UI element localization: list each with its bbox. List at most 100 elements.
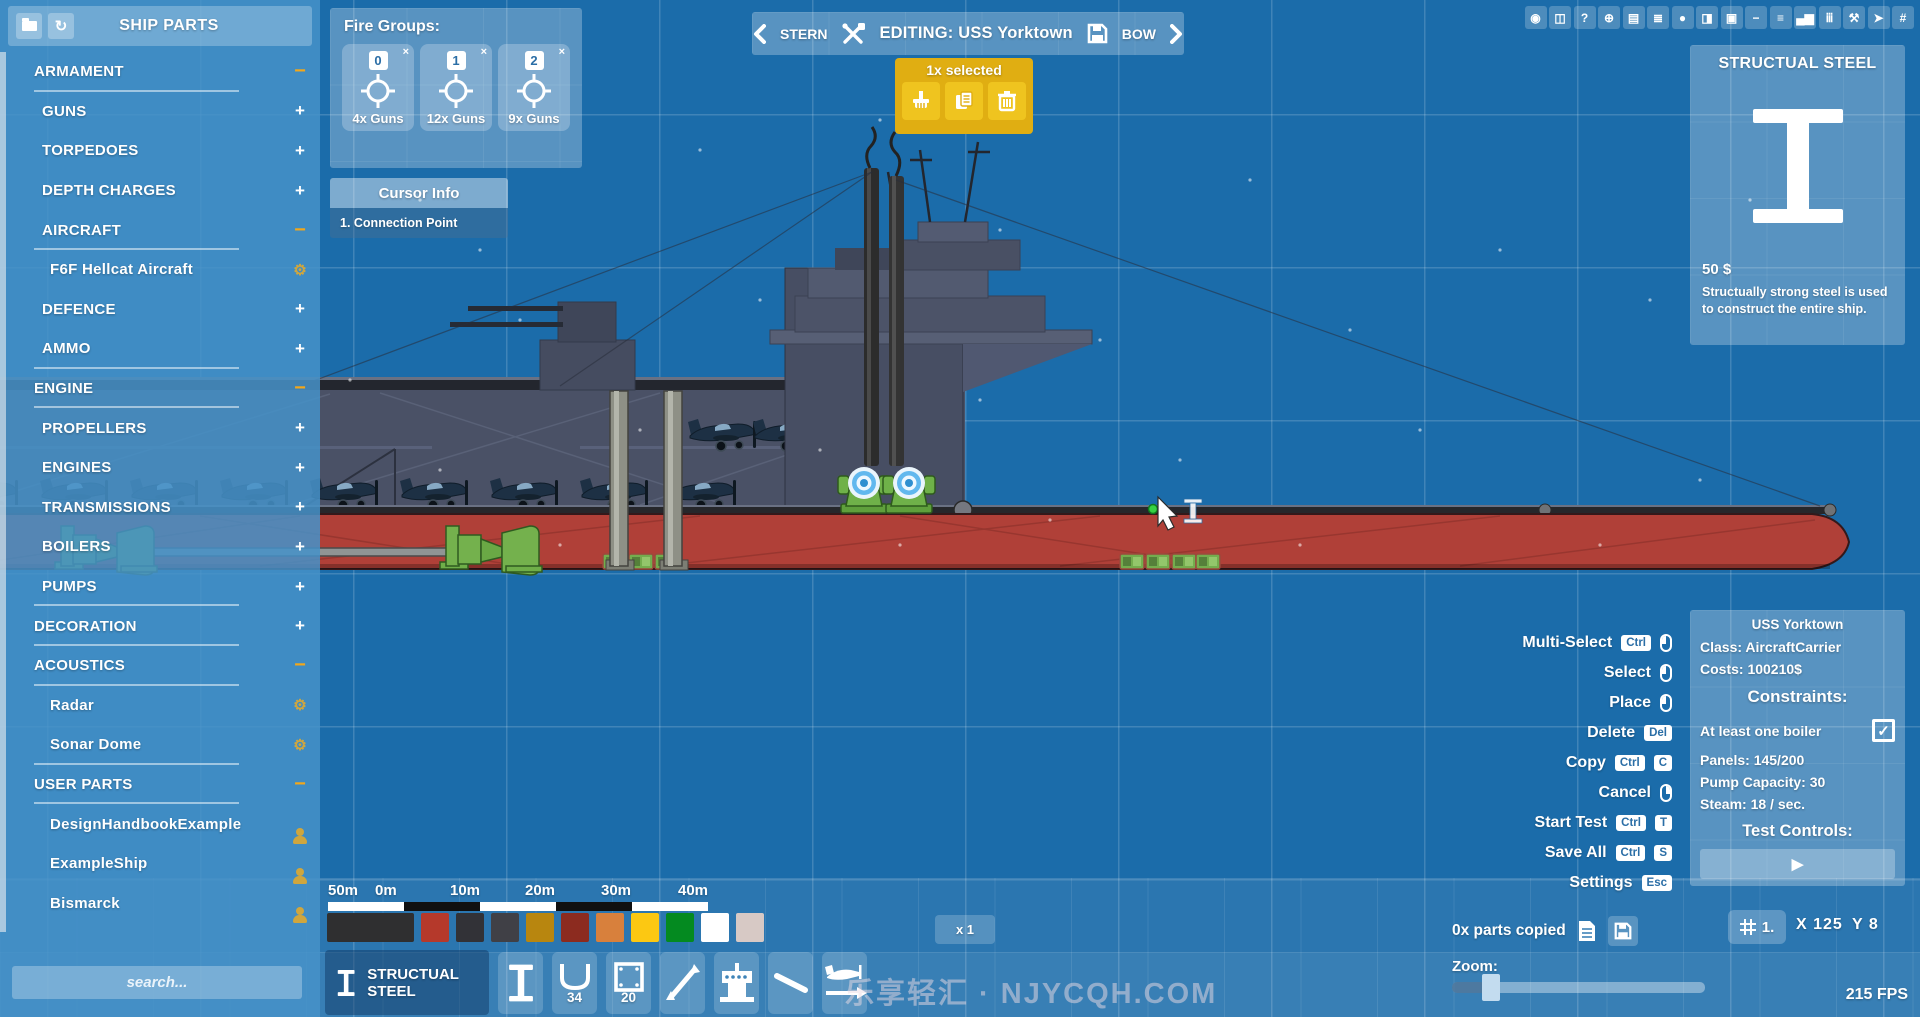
parts-list-item-icon[interactable] — [280, 773, 320, 796]
paint-selection-button[interactable] — [902, 82, 940, 120]
save-icon[interactable] — [1087, 23, 1108, 44]
toolbar-button[interactable]: ⅲ — [1818, 6, 1841, 29]
sidebar-scrollbar[interactable] — [0, 52, 6, 932]
red[interactable] — [421, 913, 449, 942]
charcoal-selected[interactable] — [327, 913, 414, 942]
parts-list-item-icon[interactable] — [280, 141, 320, 161]
parts-list-item[interactable]: ENGINE — [0, 369, 320, 409]
bow-button[interactable]: BOW — [1121, 25, 1157, 42]
parts-list-item[interactable]: AMMO — [0, 329, 320, 369]
toolbar-button[interactable]: ▣ — [1720, 6, 1743, 29]
part-button-aircraft[interactable] — [822, 951, 867, 1014]
yellow[interactable] — [631, 913, 659, 942]
parts-list-item[interactable]: F6F Hellcat Aircraft — [0, 250, 320, 290]
fire-group-card[interactable]: × 0 4x Guns — [342, 44, 414, 131]
constraint-checkbox[interactable]: ✓ — [1872, 719, 1895, 742]
parts-list-item[interactable]: DECORATION — [0, 606, 320, 646]
parts-list-item[interactable]: BOILERS — [0, 527, 320, 567]
parts-list-item[interactable]: ARMAMENT — [0, 52, 320, 92]
remove-group-icon[interactable]: × — [480, 46, 487, 58]
parts-list-item-icon[interactable] — [280, 260, 320, 280]
parts-list-item-icon[interactable] — [280, 458, 320, 478]
toolbar-button[interactable]: ◉ — [1524, 6, 1547, 29]
parts-list-item-icon[interactable] — [280, 577, 320, 597]
toolbar-button[interactable]: ⊕ — [1598, 6, 1620, 29]
toolbar-button[interactable]: ≣ — [1647, 6, 1669, 29]
open-folder-button[interactable] — [16, 13, 42, 39]
parts-list-item-icon[interactable] — [280, 60, 320, 83]
part-button-u-channel[interactable]: 34 — [552, 951, 597, 1014]
toolbar-button[interactable]: # — [1892, 6, 1914, 29]
parts-list-item[interactable]: DEPTH CHARGES — [0, 171, 320, 211]
toolbar-button[interactable]: ≡ — [1769, 6, 1792, 29]
gray[interactable] — [491, 913, 519, 942]
toolbar-button[interactable]: ◫ — [1549, 6, 1571, 29]
zoom-slider-handle[interactable] — [1482, 974, 1500, 1001]
parts-list-item-icon[interactable] — [280, 418, 320, 438]
grid-snap-indicator[interactable]: 1. — [1728, 910, 1786, 944]
parts-list-item-icon[interactable] — [280, 219, 320, 242]
green[interactable] — [666, 913, 694, 942]
toolbar-button[interactable]: ▤ — [1622, 6, 1645, 29]
delete-selection-button[interactable] — [988, 82, 1026, 120]
toolbar-button[interactable]: − — [1745, 6, 1767, 29]
parts-list-item-icon[interactable] — [280, 537, 320, 557]
parts-list-item-icon[interactable] — [280, 101, 320, 121]
parts-list-item-icon[interactable] — [280, 654, 320, 677]
parts-list-item[interactable]: ENGINES — [0, 448, 320, 488]
part-button-brace[interactable] — [660, 951, 705, 1014]
toolbar-button[interactable]: ▄▆ — [1794, 6, 1816, 29]
stern-button[interactable]: STERN — [779, 25, 828, 42]
remove-group-icon[interactable]: × — [558, 46, 565, 58]
parts-list-item[interactable]: Radar — [0, 686, 320, 726]
parts-list-item[interactable]: AIRCRAFT — [0, 210, 320, 250]
toolbar-button[interactable]: ⚒ — [1843, 6, 1865, 29]
part-button-island[interactable] — [714, 951, 759, 1014]
dark-gold[interactable] — [526, 913, 554, 942]
parts-list-item[interactable]: ACOUSTICS — [0, 646, 320, 686]
parts-list-item[interactable]: USER PARTS — [0, 765, 320, 805]
fire-group-card[interactable]: × 1 12x Guns — [420, 44, 492, 131]
parts-list-item-icon[interactable] — [280, 299, 320, 319]
selected-part-button[interactable]: STRUCTUAL STEEL — [325, 950, 489, 1015]
copy-selection-button[interactable] — [945, 82, 983, 120]
start-test-button[interactable]: ▶ — [1700, 849, 1895, 879]
toolbar-button[interactable]: ● — [1671, 6, 1694, 29]
parts-list-item-icon[interactable] — [280, 497, 320, 517]
multiplier-badge[interactable]: x 1 — [935, 915, 995, 944]
white[interactable] — [701, 913, 729, 942]
parts-list-item[interactable]: TORPEDOES — [0, 131, 320, 171]
dark-gray[interactable] — [456, 913, 484, 942]
orange[interactable] — [596, 913, 624, 942]
parts-list-item-icon[interactable] — [280, 181, 320, 201]
parts-list-item[interactable]: Sonar Dome — [0, 725, 320, 765]
parts-list-item[interactable]: GUNS — [0, 92, 320, 132]
parts-list-item-icon[interactable] — [280, 339, 320, 359]
toolbar-button[interactable]: ? — [1573, 6, 1596, 29]
refresh-button[interactable]: ↻ — [48, 13, 74, 39]
dark-red[interactable] — [561, 913, 589, 942]
fire-group-card[interactable]: × 2 9x Guns — [498, 44, 570, 131]
parts-list-item-icon[interactable] — [280, 616, 320, 636]
parts-list-item[interactable]: DEFENCE — [0, 290, 320, 330]
stern-chevron-icon[interactable] — [753, 23, 766, 44]
save-copied-button[interactable] — [1607, 916, 1638, 946]
search-input[interactable] — [12, 966, 302, 999]
parts-list-item-icon[interactable] — [280, 735, 320, 755]
part-button-ibeam[interactable] — [498, 951, 543, 1014]
parts-list-item[interactable]: Bismarck — [0, 883, 320, 924]
remove-group-icon[interactable]: × — [402, 46, 409, 58]
toolbar-button[interactable]: ➤ — [1867, 6, 1890, 29]
parts-list-item[interactable]: PUMPS — [0, 567, 320, 607]
parts-list-item[interactable]: TRANSMISSIONS — [0, 488, 320, 528]
parts-list-item[interactable]: DesignHandbookExample — [0, 804, 320, 845]
part-button-rod[interactable] — [768, 951, 813, 1014]
zoom-slider[interactable] — [1452, 974, 1705, 1001]
parts-list-item[interactable]: ExampleShip — [0, 844, 320, 884]
toolbar-button[interactable]: ◨ — [1696, 6, 1718, 29]
paste-parts-button[interactable] — [1578, 920, 1596, 942]
parts-list-item-icon[interactable] — [280, 695, 320, 715]
parts-list-item-icon[interactable] — [280, 377, 320, 400]
light-pink[interactable] — [736, 913, 764, 942]
